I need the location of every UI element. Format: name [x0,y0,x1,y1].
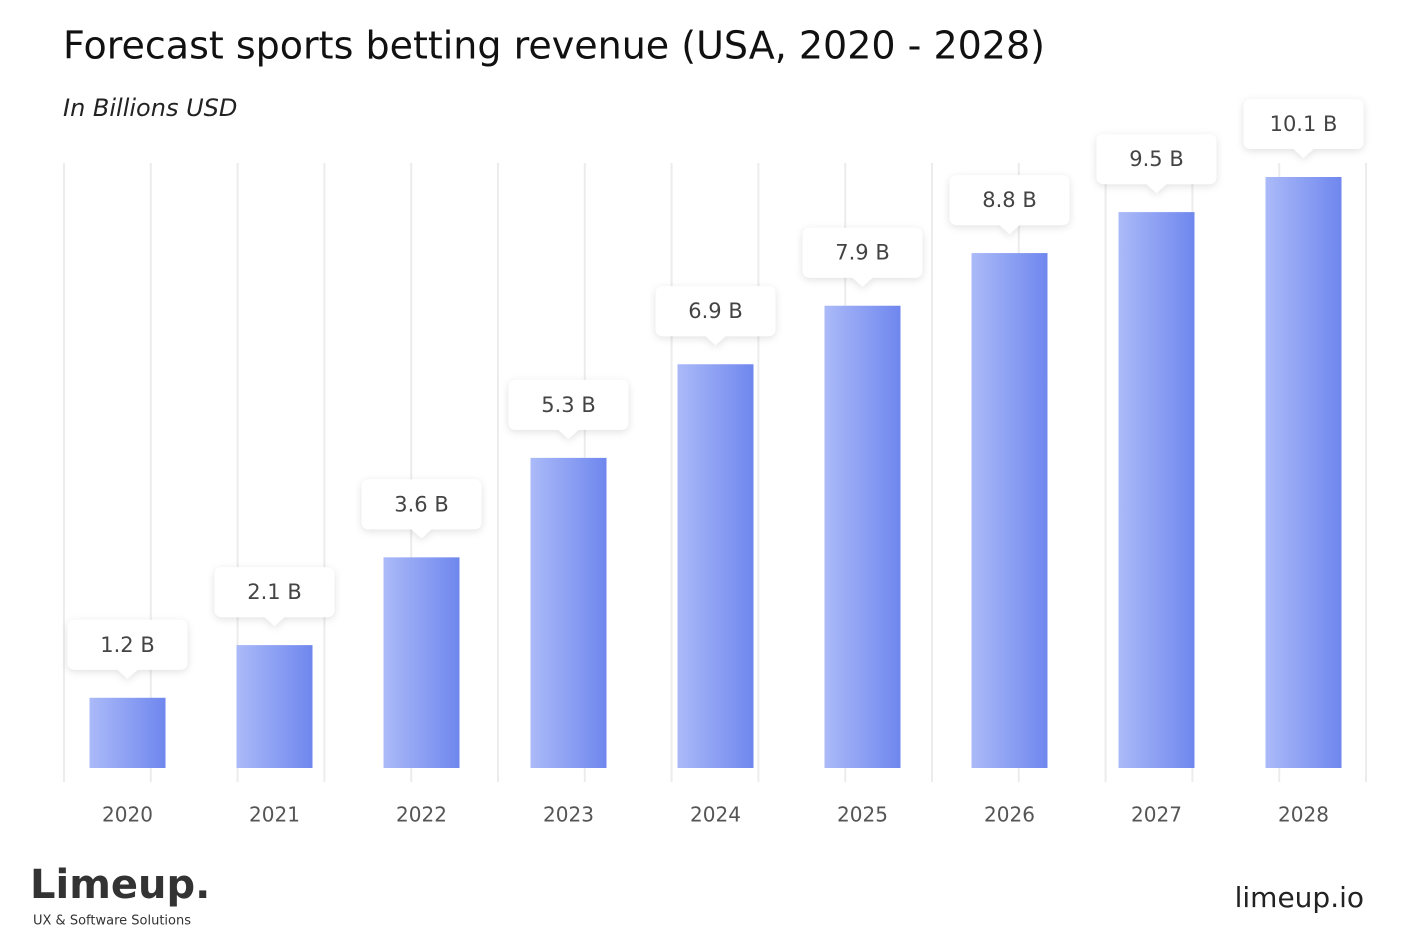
x-tick-label: 2022 [396,803,447,827]
value-label-box [655,286,776,346]
bar [677,364,754,768]
value-label: 1.2 B [100,633,154,657]
value-label: 7.9 B [835,241,889,265]
x-tick-label: 2024 [690,803,741,827]
brand-tagline: UX & Software Solutions [33,914,191,929]
x-tick-label: 2020 [102,803,153,827]
bar [1265,177,1342,768]
value-label: 5.3 B [541,393,595,417]
value-label: 8.8 B [982,188,1036,212]
bar [530,457,607,768]
x-tick-label: 2021 [249,803,300,827]
x-tick-label: 2023 [543,803,594,827]
x-tick-label: 2028 [1278,803,1329,827]
bar [383,557,460,768]
x-tick-label: 2026 [984,803,1035,827]
chart-subtitle: In Billions USD [63,94,237,122]
value-label-box [508,379,629,439]
value-label-box [949,175,1070,235]
value-label-box [1243,99,1364,158]
bar [236,645,313,768]
bar [824,305,901,768]
bar [971,253,1048,768]
x-tick-label: 2025 [837,803,888,827]
value-label-box [361,479,482,539]
value-label: 3.6 B [394,492,448,516]
bar [1118,212,1195,769]
value-label-box [1096,134,1217,194]
bar [89,697,166,768]
value-label: 6.9 B [688,299,742,323]
value-label: 2.1 B [247,580,301,604]
brand-url: limeup.io [1235,881,1364,914]
value-label: 9.5 B [1129,147,1183,171]
value-label-box [802,227,923,287]
x-tick-label: 2027 [1131,803,1182,827]
chart-title: Forecast sports betting revenue (USA, 20… [63,24,1045,68]
value-label-box [67,619,188,679]
value-label-box [214,567,335,627]
value-label: 10.1 B [1270,112,1338,136]
brand-logo: Limeup. [30,862,210,908]
